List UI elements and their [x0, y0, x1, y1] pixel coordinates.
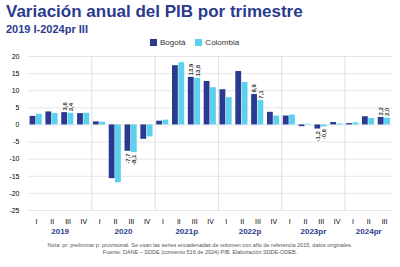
svg-text:15: 15	[12, 70, 20, 77]
svg-text:IV: IV	[81, 218, 88, 225]
svg-text:IV: IV	[144, 218, 151, 225]
svg-text:III: III	[128, 218, 134, 225]
svg-text:I: I	[352, 218, 354, 225]
svg-text:II: II	[50, 218, 54, 225]
svg-text:8,9: 8,9	[251, 83, 257, 92]
svg-text:III: III	[255, 218, 261, 225]
svg-text:2021p: 2021p	[175, 227, 198, 236]
html-text:Nota: pr: preliminar p: provis: Nota: pr: preliminar p: provisional. Se …	[47, 242, 353, 248]
svg-text:I: I	[289, 218, 291, 225]
svg-text:III: III	[65, 218, 71, 225]
svg-text:II: II	[240, 218, 244, 225]
svg-text:IV: IV	[270, 218, 277, 225]
svg-text:2019: 2019	[51, 227, 69, 236]
svg-text:2,2: 2,2	[378, 106, 384, 115]
svg-text:-15: -15	[9, 173, 19, 180]
svg-text:-20: -20	[9, 190, 19, 197]
html-text:Colombia: Colombia	[205, 38, 240, 47]
svg-text:2023pr: 2023pr	[300, 227, 326, 236]
svg-text:-5: -5	[13, 138, 19, 145]
svg-text:0: 0	[16, 121, 20, 128]
svg-text:-1,2: -1,2	[315, 130, 321, 141]
html-text:2019 I-2024pr III: 2019 I-2024pr III	[6, 23, 88, 35]
svg-text:20: 20	[12, 53, 20, 60]
svg-text:-10: -10	[9, 155, 19, 162]
svg-text:III: III	[382, 218, 388, 225]
svg-text:3,6: 3,6	[62, 102, 68, 111]
svg-text:-0,6: -0,6	[321, 128, 327, 139]
svg-text:2,0: 2,0	[384, 107, 390, 116]
svg-text:II: II	[114, 218, 118, 225]
svg-text:II: II	[304, 218, 308, 225]
svg-text:I: I	[225, 218, 227, 225]
svg-text:II: II	[367, 218, 371, 225]
svg-text:I: I	[162, 218, 164, 225]
svg-text:IV: IV	[334, 218, 341, 225]
svg-text:-7,7: -7,7	[125, 153, 131, 164]
svg-text:5: 5	[16, 104, 20, 111]
svg-text:2022p: 2022p	[239, 227, 262, 236]
svg-text:10: 10	[12, 87, 20, 94]
svg-text:13,9: 13,9	[188, 63, 194, 75]
html-text:Bogotá: Bogotá	[160, 38, 186, 47]
svg-text:2020: 2020	[115, 227, 133, 236]
html-text:Fuente: DANE – SDDE (convenio: Fuente: DANE – SDDE (convenio 516 de 202…	[102, 249, 298, 255]
html-text:Variación anual del PIB por tr: Variación anual del PIB por trimestre	[6, 2, 303, 21]
svg-text:II: II	[177, 218, 181, 225]
svg-text:3,4: 3,4	[68, 102, 74, 111]
svg-text:-25: -25	[9, 207, 19, 214]
svg-text:III: III	[192, 218, 198, 225]
svg-text:IV: IV	[207, 218, 214, 225]
svg-text:2024pr: 2024pr	[356, 227, 382, 236]
svg-text:I: I	[99, 218, 101, 225]
svg-text:I: I	[35, 218, 37, 225]
svg-text:7,1: 7,1	[258, 90, 264, 99]
svg-text:III: III	[318, 218, 324, 225]
svg-text:13,6: 13,6	[195, 64, 201, 76]
svg-text:-8,1: -8,1	[131, 154, 137, 165]
